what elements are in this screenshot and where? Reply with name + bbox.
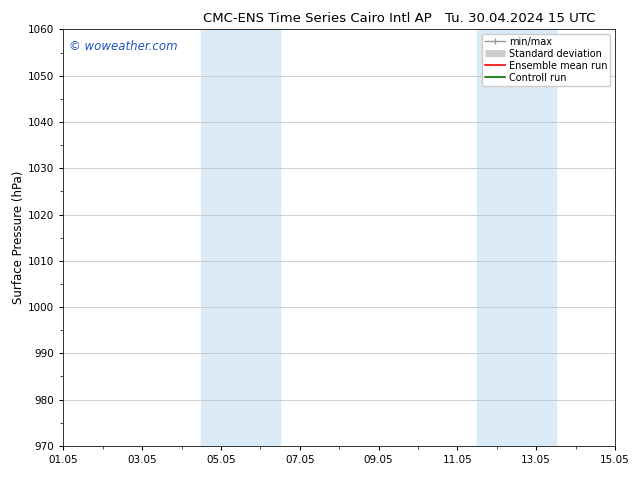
Bar bbox=[477, 29, 556, 446]
Legend: min/max, Standard deviation, Ensemble mean run, Controll run: min/max, Standard deviation, Ensemble me… bbox=[482, 34, 610, 86]
Text: Tu. 30.04.2024 15 UTC: Tu. 30.04.2024 15 UTC bbox=[444, 12, 595, 25]
Text: CMC-ENS Time Series Cairo Intl AP: CMC-ENS Time Series Cairo Intl AP bbox=[203, 12, 431, 25]
Bar bbox=[202, 29, 280, 446]
Text: © woweather.com: © woweather.com bbox=[69, 40, 178, 53]
Y-axis label: Surface Pressure (hPa): Surface Pressure (hPa) bbox=[12, 171, 25, 304]
